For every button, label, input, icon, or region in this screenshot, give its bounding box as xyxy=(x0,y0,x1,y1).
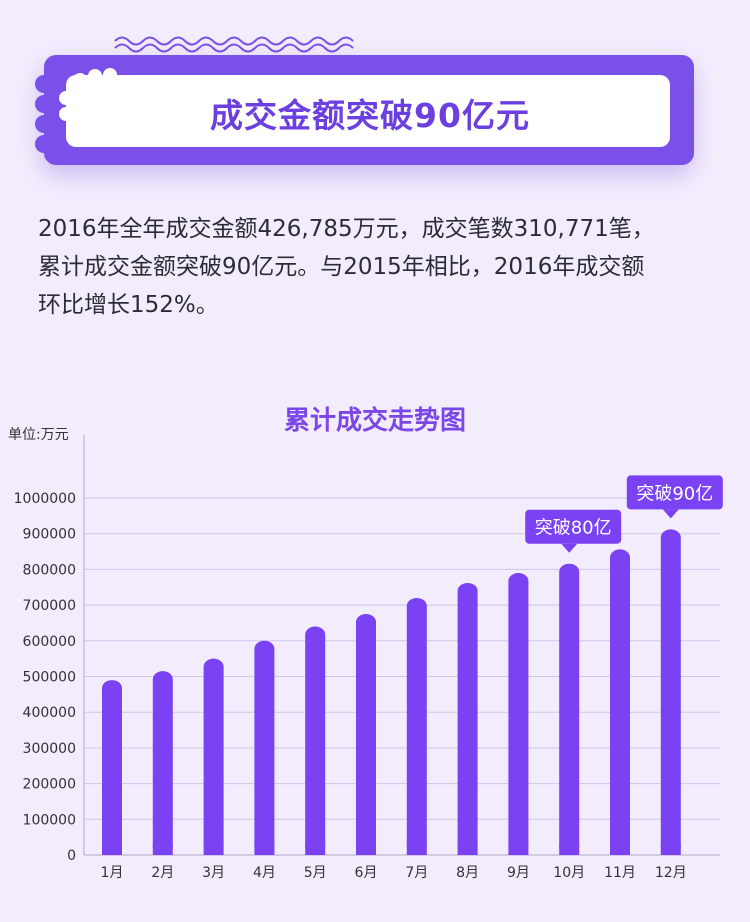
banner-decoration xyxy=(35,36,695,177)
y-tick-label: 1000000 xyxy=(14,491,76,507)
bar-base xyxy=(356,843,376,855)
bar xyxy=(660,529,681,855)
annotation-callout xyxy=(525,509,622,544)
annotation-label: 突破80亿 xyxy=(535,518,612,539)
x-tick-label: 11月 xyxy=(604,865,636,881)
x-tick-label: 7月 xyxy=(405,865,428,881)
bar-base xyxy=(406,843,427,855)
annotation-pointer xyxy=(662,509,679,519)
x-tick-label: 5月 xyxy=(304,865,327,881)
bar xyxy=(559,563,580,855)
unit-label: 单位:万元 xyxy=(8,427,69,443)
y-tick-label: 400000 xyxy=(23,705,76,721)
intro-line: 环比增长152%。 xyxy=(38,292,219,318)
x-tick-label: 10月 xyxy=(553,865,585,881)
annotation-label: 突破90亿 xyxy=(636,483,713,504)
bar-base xyxy=(508,843,529,855)
y-tick-label: 100000 xyxy=(23,812,76,828)
bar xyxy=(305,626,326,855)
x-tick-label: 8月 xyxy=(456,865,479,881)
bar xyxy=(508,572,529,855)
bar-base xyxy=(610,843,630,855)
annotation-pointer xyxy=(561,543,578,553)
y-tick-label: 200000 xyxy=(23,777,76,793)
x-tick-label: 4月 xyxy=(253,865,276,881)
y-tick-label: 800000 xyxy=(23,562,76,578)
bar xyxy=(610,549,630,855)
bar-base xyxy=(102,843,122,855)
intro-line: 2016年全年成交金额426,785万元，成交笔数310,771笔， xyxy=(38,216,655,242)
bar xyxy=(406,597,427,855)
x-tick-label: 12月 xyxy=(655,865,687,881)
bar xyxy=(457,582,478,855)
intro-paragraph: 2016年全年成交金额426,785万元，成交笔数310,771笔， 累计成交金… xyxy=(38,210,728,324)
bar xyxy=(152,671,173,855)
bar xyxy=(356,614,376,855)
bar-base xyxy=(203,843,224,855)
y-tick-label: 900000 xyxy=(23,527,76,543)
y-tick-label: 300000 xyxy=(23,741,76,757)
intro-line: 累计成交金额突破90亿元。与2015年相比，2016年成交额 xyxy=(38,254,645,280)
bar-base xyxy=(559,843,580,855)
bar xyxy=(203,658,224,855)
x-tick-label: 6月 xyxy=(355,865,378,881)
title-banner: 成交金额突破90亿元 xyxy=(0,0,750,200)
bar-base xyxy=(660,843,681,855)
bar-base xyxy=(152,843,173,855)
bar-base xyxy=(457,843,478,855)
x-tick-label: 1月 xyxy=(101,865,124,881)
banner-title: 成交金额突破90亿元 xyxy=(210,96,530,135)
x-tick-label: 3月 xyxy=(202,865,225,881)
y-tick-label: 500000 xyxy=(23,670,76,686)
bar-base xyxy=(305,843,326,855)
bar-base xyxy=(254,843,275,855)
bar xyxy=(254,640,275,855)
y-tick-label: 0 xyxy=(67,848,76,864)
bar xyxy=(102,680,122,855)
annotation-callout xyxy=(626,475,723,510)
y-tick-label: 600000 xyxy=(23,634,76,650)
chart-title: 累计成交走势图 xyxy=(283,406,466,436)
x-tick-label: 9月 xyxy=(507,865,530,881)
y-tick-label: 700000 xyxy=(23,598,76,614)
x-tick-label: 2月 xyxy=(151,865,174,881)
